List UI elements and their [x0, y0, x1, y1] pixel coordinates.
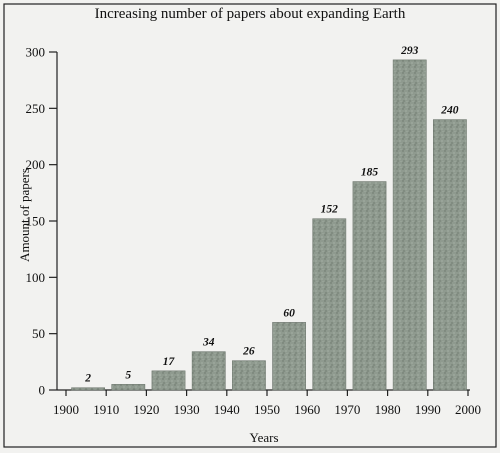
bar — [232, 360, 266, 391]
data-label: 5 — [125, 369, 131, 381]
bar — [392, 59, 427, 391]
bar — [352, 181, 387, 391]
data-label: 293 — [400, 45, 419, 57]
y-ticks: 0 50 100 150 200 250 300 — [26, 45, 57, 398]
bar — [272, 322, 306, 391]
y-tick-label: 300 — [26, 45, 46, 60]
data-label: 60 — [283, 307, 295, 319]
x-tick-label: 1930 — [174, 402, 200, 417]
data-label: 17 — [163, 356, 176, 368]
x-axis-label: Years — [249, 430, 278, 445]
bar — [151, 370, 186, 391]
bar — [71, 387, 105, 391]
x-tick-label: 1960 — [294, 402, 320, 417]
data-label: 2 — [84, 373, 91, 385]
x-tick-label: 1990 — [415, 402, 441, 417]
bar — [111, 384, 146, 391]
y-tick-label: 250 — [26, 101, 46, 116]
y-tick-label: 50 — [32, 326, 45, 341]
data-label: 152 — [321, 204, 339, 216]
data-label: 240 — [440, 105, 459, 117]
bar — [312, 218, 347, 391]
y-tick-label: 150 — [26, 214, 46, 229]
y-tick-label: 200 — [26, 157, 46, 172]
data-labels: 2 5 17 34 26 60 152 185 293 240 — [84, 45, 459, 385]
data-label: 26 — [242, 346, 255, 358]
x-tick-label: 1910 — [93, 402, 119, 417]
x-ticks: 1900 1910 1920 1930 1940 1950 1960 1970 1980 1990… — [53, 390, 481, 417]
y-axis-label: Amount of papers — [17, 168, 32, 262]
x-tick-label: 1980 — [375, 402, 401, 417]
bar — [433, 119, 467, 391]
chart-frame — [3, 3, 497, 448]
x-tick-label: 1920 — [133, 402, 159, 417]
bar — [191, 351, 226, 391]
x-tick-label: 1900 — [53, 402, 79, 417]
data-label: 185 — [361, 167, 379, 179]
bars — [71, 59, 467, 391]
chart-title: Increasing number of papers about expand… — [95, 6, 406, 22]
y-tick-label: 100 — [26, 270, 46, 285]
data-label: 34 — [202, 337, 215, 349]
x-tick-label: 1940 — [214, 402, 240, 417]
x-tick-label: 1950 — [254, 402, 280, 417]
y-tick-label: 0 — [39, 383, 46, 398]
x-tick-label: 1970 — [334, 402, 360, 417]
x-tick-label: 2000 — [455, 402, 481, 417]
